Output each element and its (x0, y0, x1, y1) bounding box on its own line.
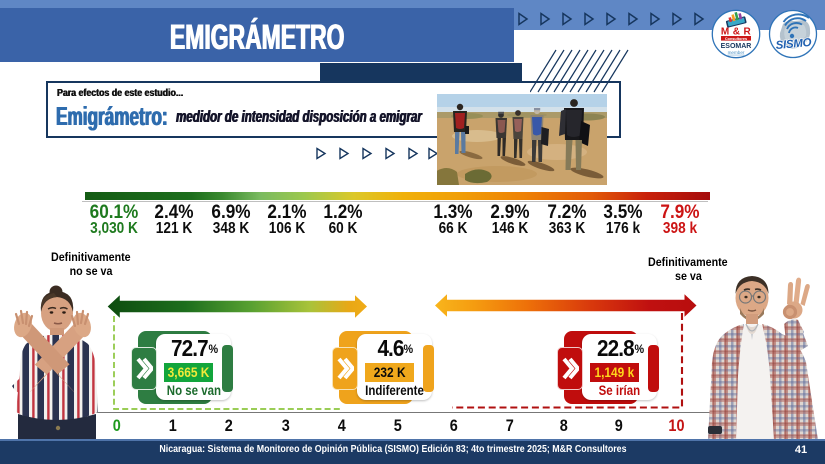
svg-text:ESOMAR: ESOMAR (721, 43, 752, 50)
svg-text:member: member (728, 50, 745, 55)
svg-text:M & R: M & R (721, 27, 752, 38)
svg-text:Consultores: Consultores (725, 37, 747, 41)
svg-text:SISMO: SISMO (775, 37, 812, 52)
